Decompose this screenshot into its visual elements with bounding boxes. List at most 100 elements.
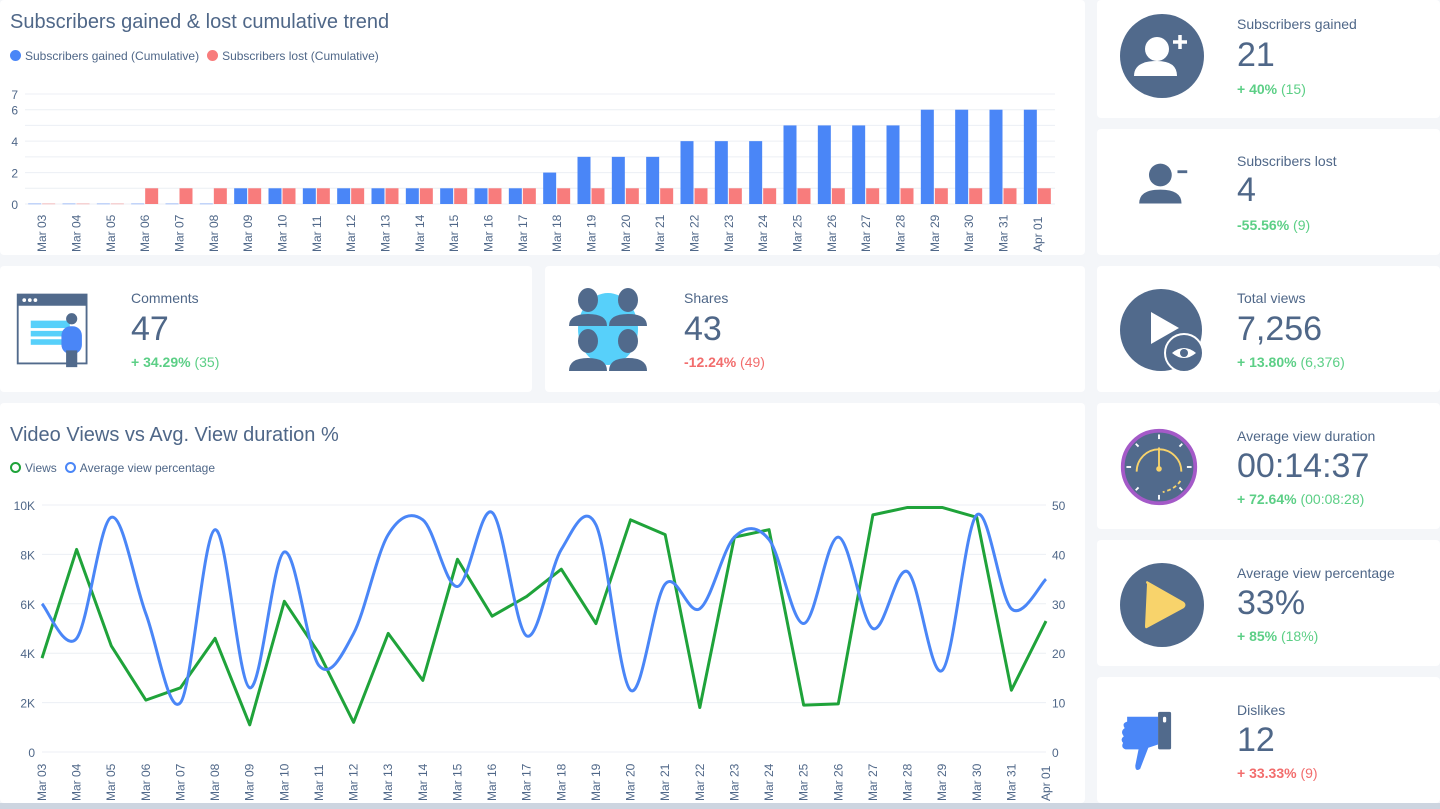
- x-tick-label: Mar 28: [894, 214, 908, 252]
- x-tick-label: Mar 30: [970, 763, 984, 801]
- bar: [522, 188, 536, 204]
- x-tick-label: Mar 06: [139, 763, 153, 801]
- right-y-tick-label: 10: [1052, 697, 1066, 711]
- bar: [886, 125, 900, 204]
- x-tick-label: Mar 16: [482, 214, 496, 252]
- bar: [508, 188, 522, 204]
- bar: [28, 203, 42, 205]
- bar: [694, 188, 708, 204]
- x-tick-label: Mar 20: [624, 763, 638, 801]
- legend-item-gained[interactable]: Subscribers gained (Cumulative): [10, 49, 199, 63]
- bar: [337, 188, 351, 204]
- chart-legend: Views Average view percentage: [10, 461, 215, 475]
- x-tick-label: Mar 26: [831, 763, 845, 801]
- bar: [454, 188, 468, 204]
- bar: [302, 188, 316, 204]
- x-tick-label: Mar 23: [727, 763, 741, 801]
- bar: [440, 188, 454, 204]
- x-tick-label: Mar 03: [35, 214, 49, 252]
- kpi-comments: Comments 47 + 34.29% (35): [0, 266, 532, 392]
- bar-chart: 0 2 4 6 7 Mar 03 Mar 04 Mar 05 Mar 06 Mar 07 Mar 0…: [11, 88, 1055, 252]
- x-tick-label: Mar 30: [962, 214, 976, 252]
- kpi-value: 7,256: [1237, 310, 1323, 348]
- thumbs-down-icon: [1121, 711, 1172, 770]
- bar: [96, 203, 110, 205]
- kpi-value: 33%: [1237, 584, 1306, 622]
- y-tick-label: 4: [11, 135, 18, 149]
- bar: [577, 156, 591, 204]
- x-tick-label: Mar 22: [693, 763, 707, 801]
- bar: [179, 188, 193, 204]
- x-tick-label: Mar 29: [928, 214, 942, 252]
- kpi-label: Average view duration: [1237, 428, 1376, 444]
- user-plus-icon: [1120, 14, 1204, 98]
- avg-percentage-line: [40, 510, 1048, 706]
- bar: [248, 188, 262, 204]
- play-eye-icon: [1120, 289, 1204, 373]
- kpi-average-view-duration: Average view duration 00:14:37 + 72.64% …: [1097, 403, 1440, 529]
- right-y-tick-label: 40: [1052, 548, 1066, 562]
- bar: [783, 125, 797, 204]
- chart-title: Subscribers gained & lost cumulative tre…: [10, 11, 390, 33]
- x-tick-label: Mar 17: [516, 214, 530, 252]
- bar: [591, 188, 605, 204]
- x-tick-label: Mar 11: [312, 764, 326, 801]
- legend-item-views[interactable]: Views: [10, 461, 57, 475]
- x-tick-label: Mar 28: [901, 763, 915, 801]
- bar: [763, 188, 777, 204]
- bar: [611, 156, 625, 204]
- kpi-change: + 13.80% (6,376): [1237, 354, 1345, 370]
- bar: [934, 188, 948, 204]
- bar: [728, 188, 742, 204]
- right-y-tick-label: 30: [1052, 598, 1066, 612]
- play-circle-icon: [1120, 563, 1204, 647]
- right-y-tick-label: 0: [1052, 746, 1059, 760]
- x-tick-label: Mar 26: [825, 214, 839, 252]
- bar: [474, 188, 488, 204]
- kpi-shares: Shares 43 -12.24% (49): [545, 266, 1085, 392]
- stopwatch-icon: [1120, 428, 1198, 506]
- legend-item-avg-percentage[interactable]: Average view percentage: [64, 461, 215, 475]
- x-tick-label: Mar 08: [208, 763, 222, 801]
- bar: [234, 188, 248, 204]
- kpi-dislikes: Dislikes 12 + 33.33% (9): [1097, 677, 1440, 803]
- x-tick-label: Mar 19: [585, 214, 599, 252]
- subscribers-trend-card: Subscribers gained & lost cumulative tre…: [0, 0, 1085, 255]
- kpi-label: Comments: [131, 290, 199, 306]
- kpi-subscribers-lost: Subscribers lost 4 -55.56% (9): [1097, 129, 1440, 255]
- x-tick-label: Mar 17: [520, 763, 534, 801]
- x-tick-label: Mar 24: [756, 214, 770, 252]
- x-tick-label: Mar 06: [138, 214, 152, 252]
- y-tick-label: 6: [11, 104, 18, 118]
- bar: [1023, 109, 1037, 204]
- horizontal-scrollbar[interactable]: [0, 803, 1440, 809]
- bar: [1003, 188, 1017, 204]
- bar: [646, 156, 660, 204]
- comments-board-icon: [16, 293, 88, 368]
- x-tick-label: Mar 25: [797, 763, 811, 801]
- x-tick-label: Mar 04: [70, 214, 84, 252]
- bar: [1037, 188, 1051, 204]
- bar: [488, 188, 502, 204]
- legend-item-lost[interactable]: Subscribers lost (Cumulative): [207, 49, 379, 63]
- bar: [213, 188, 227, 204]
- kpi-label: Shares: [684, 290, 729, 306]
- kpi-value: 4: [1237, 171, 1256, 209]
- bar: [42, 203, 56, 205]
- x-tick-label: Mar 10: [277, 763, 291, 801]
- bar: [62, 203, 76, 205]
- bar: [110, 203, 124, 205]
- x-tick-label: Mar 05: [104, 214, 118, 252]
- bar: [131, 203, 145, 205]
- x-tick-label: Mar 16: [485, 763, 499, 801]
- x-tick-label: Mar 11: [310, 215, 324, 252]
- x-tick-label: Mar 21: [653, 214, 667, 252]
- kpi-subscribers-gained: Subscribers gained 21 + 40% (15): [1097, 0, 1440, 118]
- bar: [680, 141, 694, 204]
- x-tick-label: Mar 09: [241, 214, 255, 252]
- x-tick-label: Mar 05: [104, 763, 118, 801]
- bar: [76, 203, 90, 205]
- bar: [817, 125, 831, 204]
- kpi-total-views: Total views 7,256 + 13.80% (6,376): [1097, 266, 1440, 392]
- x-tick-label: Mar 10: [276, 214, 290, 252]
